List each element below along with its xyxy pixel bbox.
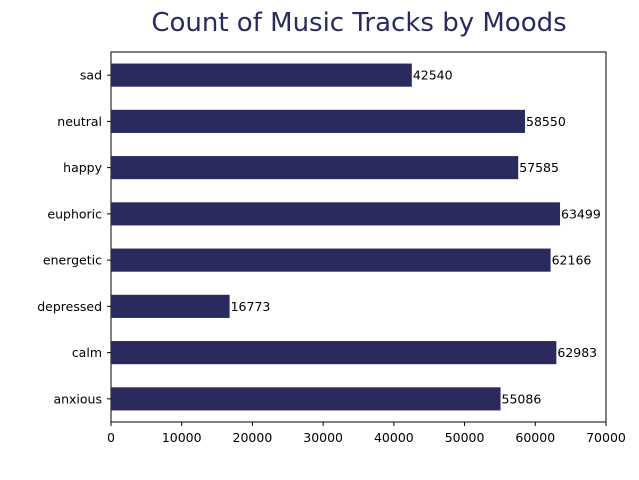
bar-depressed <box>111 294 230 318</box>
data-label-calm: 62983 <box>557 345 597 360</box>
bar-euphoric <box>111 202 561 226</box>
y-tick-label-happy: happy <box>63 160 102 175</box>
x-axis: 0 10000 20000 30000 40000 50000 60000 70000 <box>107 422 626 445</box>
bar-happy <box>111 156 519 180</box>
data-label-energetic: 62166 <box>552 253 592 268</box>
x-tick-label-20000: 20000 <box>233 430 273 445</box>
y-tick-label-depressed: depressed <box>37 299 102 314</box>
x-tick-label-50000: 50000 <box>445 430 485 445</box>
bar-anxious <box>111 387 501 411</box>
plot-frame <box>110 51 607 423</box>
x-tick-label-10000: 10000 <box>162 430 202 445</box>
y-tick-label-energetic: energetic <box>43 253 102 268</box>
y-tick-label-neutral: neutral <box>57 114 102 129</box>
data-label-euphoric: 63499 <box>561 206 601 221</box>
bars-layer <box>111 63 561 411</box>
chart-title: Count of Music Tracks by Moods <box>151 8 566 38</box>
y-tick-label-calm: calm <box>72 345 102 360</box>
y-tick-label-euphoric: euphoric <box>47 206 102 221</box>
bar-neutral <box>111 109 526 133</box>
bar-calm <box>111 341 557 365</box>
y-tick-label-anxious: anxious <box>53 391 102 406</box>
data-label-anxious: 55086 <box>502 391 542 406</box>
data-label-sad: 42540 <box>413 68 453 83</box>
x-tick-label-0: 0 <box>107 430 115 445</box>
x-tick-label-60000: 60000 <box>515 430 555 445</box>
bar-sad <box>111 63 412 87</box>
x-tick-label-40000: 40000 <box>374 430 414 445</box>
data-label-happy: 57585 <box>519 160 559 175</box>
data-labels: 42540 58550 57585 63499 62166 16773 62983 55086 <box>231 68 601 407</box>
data-label-neutral: 58550 <box>526 114 566 129</box>
x-tick-label-30000: 30000 <box>303 430 343 445</box>
x-tick-label-70000: 70000 <box>586 430 626 445</box>
y-tick-label-sad: sad <box>80 68 102 83</box>
bar-energetic <box>111 248 551 272</box>
data-label-depressed: 16773 <box>231 299 271 314</box>
y-axis: sad neutral happy euphoric energetic depresse… <box>37 68 111 406</box>
